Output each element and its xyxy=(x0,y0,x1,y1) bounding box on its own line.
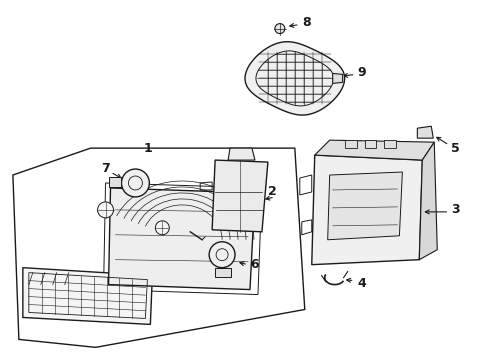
Text: 4: 4 xyxy=(358,277,367,290)
FancyBboxPatch shape xyxy=(108,177,122,187)
Polygon shape xyxy=(328,172,402,240)
Polygon shape xyxy=(419,142,437,260)
Polygon shape xyxy=(333,73,343,84)
Polygon shape xyxy=(312,155,422,265)
Text: 3: 3 xyxy=(451,203,460,216)
Text: 6: 6 xyxy=(250,258,259,271)
Polygon shape xyxy=(23,268,152,324)
Polygon shape xyxy=(245,42,344,115)
Text: 7: 7 xyxy=(101,162,110,175)
Circle shape xyxy=(122,169,149,197)
Polygon shape xyxy=(315,140,434,160)
Circle shape xyxy=(98,202,114,218)
Circle shape xyxy=(155,221,169,235)
Polygon shape xyxy=(108,188,255,289)
Text: 9: 9 xyxy=(358,66,366,79)
Polygon shape xyxy=(212,160,268,232)
Circle shape xyxy=(275,24,285,33)
Circle shape xyxy=(209,242,235,268)
Text: 5: 5 xyxy=(451,141,460,155)
FancyBboxPatch shape xyxy=(344,140,357,148)
Text: 1: 1 xyxy=(144,141,153,155)
Text: 8: 8 xyxy=(302,16,310,29)
FancyBboxPatch shape xyxy=(215,268,231,276)
Polygon shape xyxy=(228,148,255,160)
FancyBboxPatch shape xyxy=(385,140,396,148)
Text: 2: 2 xyxy=(268,185,277,198)
FancyBboxPatch shape xyxy=(365,140,376,148)
Polygon shape xyxy=(417,126,433,138)
